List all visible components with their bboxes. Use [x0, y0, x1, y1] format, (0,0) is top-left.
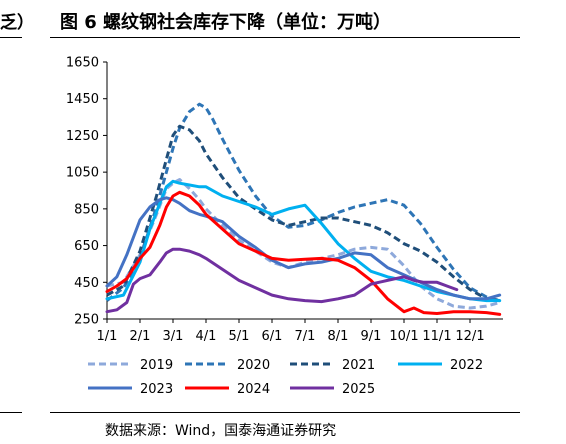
source-note: 数据来源：Wind，国泰海通证券研究	[105, 423, 337, 439]
series-line-2025	[105, 247, 459, 314]
x-tick-label: 11/1	[422, 329, 451, 344]
x-tick-label: 10/1	[389, 329, 418, 344]
figure-title: 图 6 螺纹钢社会库存下降（单位：万吨）	[60, 12, 392, 33]
legend-label-2023: 2023	[140, 382, 173, 397]
y-tick-label: 450	[74, 276, 99, 291]
y-tick-label: 1450	[66, 92, 99, 107]
x-tick-label: 3/1	[163, 329, 184, 344]
y-tick-label: 650	[74, 239, 99, 254]
x-tick-label: 5/1	[229, 329, 250, 344]
legend-label-2020: 2020	[237, 358, 270, 373]
x-tick-label: 8/1	[328, 329, 349, 344]
legend-label-2019: 2019	[140, 358, 173, 373]
x-tick-label: 9/1	[361, 329, 382, 344]
header-rule	[50, 37, 520, 38]
x-tick-label: 4/1	[196, 329, 217, 344]
legend-label-2024: 2024	[237, 382, 270, 397]
legend-label-2025: 2025	[342, 382, 375, 397]
x-tick-label: 12/1	[455, 329, 484, 344]
legend-label-2022: 2022	[450, 358, 483, 373]
page-header: 乏） 图 6 螺纹钢社会库存下降（单位：万吨）	[0, 0, 566, 38]
y-tick-label: 1050	[66, 166, 99, 181]
series-line-2020	[106, 102, 501, 303]
y-tick-label: 250	[74, 313, 99, 328]
cropped-heading-fragment: 乏）	[0, 13, 34, 33]
x-tick-label: 2/1	[130, 329, 151, 344]
y-tick-label: 1250	[66, 129, 99, 144]
x-tick-label: 6/1	[262, 329, 283, 344]
legend-label-2021: 2021	[342, 358, 375, 373]
y-tick-label: 850	[74, 202, 99, 217]
header-rule-left	[0, 37, 22, 38]
footer-rule-left	[0, 412, 22, 413]
x-tick-label: 1/1	[97, 329, 118, 344]
x-tick-label: 7/1	[295, 329, 316, 344]
y-tick-label: 1650	[66, 56, 99, 71]
series-line-2021	[106, 124, 500, 303]
series-line-2022	[105, 179, 502, 303]
series-line-2024	[105, 190, 502, 316]
footer-rule	[50, 412, 520, 413]
